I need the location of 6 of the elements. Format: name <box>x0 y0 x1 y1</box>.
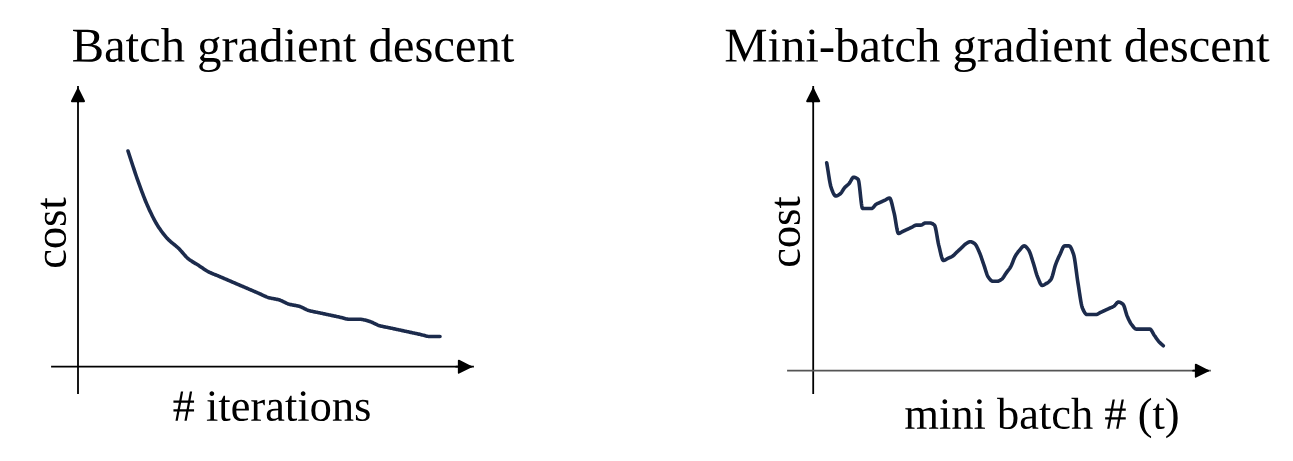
chart-title: Batch gradient descent <box>73 27 515 73</box>
y-axis-title: cost <box>40 197 67 268</box>
y-axis-title: cost <box>774 196 801 267</box>
x-axis-title: mini batch # (t) <box>905 397 1178 439</box>
x-axis-title: # iterations <box>173 391 370 422</box>
chart-title: Mini-batch gradient descent <box>725 27 1270 73</box>
